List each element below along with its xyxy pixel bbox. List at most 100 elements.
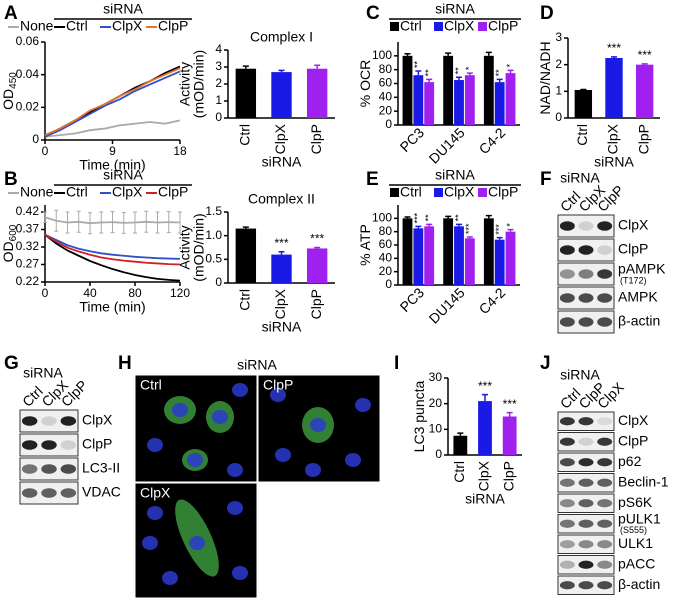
x-tick-label: ClpP [308, 124, 324, 154]
bar [464, 75, 475, 125]
x-tick-label: ClpX [272, 288, 288, 319]
error-bar [485, 51, 492, 56]
blot-band [578, 478, 594, 487]
blot-band [41, 464, 57, 474]
panel-letter: E [366, 169, 379, 190]
blot-label: LC3-II [82, 460, 120, 476]
y-axis-label: Activity [177, 62, 193, 106]
x-tick-label: ClpP [500, 461, 516, 491]
significance: *** [478, 379, 492, 393]
blot-band [559, 540, 575, 549]
blot-band [578, 519, 594, 528]
bar [453, 435, 468, 455]
bar [443, 218, 454, 285]
y-tick-label: 0 [215, 275, 222, 289]
blot-band [578, 540, 594, 549]
error-bar [496, 78, 503, 83]
bar [424, 226, 435, 285]
bar [605, 58, 623, 118]
legend-swatch [390, 188, 399, 197]
legend-label: ClpX [444, 18, 475, 34]
blot-band [559, 269, 575, 279]
y-tick-label: 3 [555, 30, 562, 44]
blot-strip [19, 409, 79, 433]
y-tick-label: 20 [429, 396, 443, 410]
bar [235, 228, 257, 283]
x-tick-label: Ctrl [237, 124, 253, 146]
y-axis-label: LC3 puncta [411, 380, 427, 452]
data-line [44, 233, 181, 266]
blot-band [41, 416, 57, 426]
error-bar [426, 78, 433, 83]
y-tick-label: 0.42 [16, 204, 40, 218]
data-line [44, 119, 181, 138]
nucleus [147, 438, 163, 452]
blot-band [60, 464, 77, 474]
blot-band [559, 317, 575, 327]
y-tick-label: 40 [379, 251, 393, 265]
y-tick-label: 1.0 [205, 228, 222, 242]
nucleus [227, 501, 243, 515]
y-tick-label: 60 [379, 237, 393, 251]
error-bar [76, 210, 81, 233]
blot-band [41, 440, 57, 450]
bar [306, 68, 328, 118]
significance: * [505, 63, 515, 67]
x-tick-label: DU145 [426, 284, 468, 326]
error-bar [457, 432, 464, 436]
error-bar [166, 211, 171, 234]
blot-note: (S555) [620, 525, 647, 535]
blot-strip [557, 214, 615, 238]
blot-band [21, 488, 38, 498]
x-tick-label: 0 [42, 286, 49, 300]
significance: ** [453, 214, 463, 222]
nucleus [355, 398, 371, 412]
y-tick-label: 0.04 [16, 67, 40, 81]
panel-letter: G [4, 353, 19, 374]
panel-letter: F [540, 169, 552, 190]
y-axis-label-text: % ATP [357, 224, 373, 266]
blot-band [559, 581, 575, 590]
x-tick-label: ClpX [272, 123, 288, 154]
error-bar [445, 52, 452, 56]
significance: *** [494, 224, 504, 235]
x-axis-label: siRNA [594, 154, 634, 170]
error-bar [242, 65, 249, 69]
x-tick-label: C4-2 [476, 284, 509, 317]
blot-label: pAMPK [618, 261, 666, 277]
y-tick-label: 0.5 [205, 252, 222, 266]
x-axis-label: siRNA [262, 154, 302, 170]
blot-strip [557, 432, 615, 452]
legend-label: Ctrl [400, 18, 422, 34]
y-tick-label: 40 [379, 90, 393, 104]
error-bar [155, 211, 160, 234]
nucleus [162, 571, 178, 585]
blot-band [60, 416, 77, 426]
legend-label: ClpX [444, 184, 475, 200]
bar [443, 55, 454, 126]
error-bar [242, 226, 249, 229]
x-tick-label: 40 [83, 286, 97, 300]
error-bar [445, 215, 452, 219]
bar [574, 90, 593, 118]
microscopy-header: siRNA [237, 357, 277, 373]
error-bar [485, 214, 492, 219]
panel-letter: C [366, 3, 380, 24]
x-tick-label: 120 [170, 286, 190, 300]
blot-band [578, 437, 594, 446]
micrograph-label: ClpX [140, 485, 171, 501]
y-axis-label: OD600 [0, 224, 19, 262]
blot-band [597, 417, 613, 426]
blot-band [597, 269, 613, 279]
error-bar [314, 64, 321, 69]
bar [402, 55, 413, 126]
y-tick-label: 2 [215, 76, 222, 90]
data-line [44, 67, 181, 136]
error-bar [415, 70, 422, 76]
nucleus [275, 448, 291, 462]
y-tick-label: 3 [215, 59, 222, 73]
nucleus [310, 418, 326, 432]
y-tick-label: 80 [379, 62, 393, 76]
bar [413, 228, 424, 285]
